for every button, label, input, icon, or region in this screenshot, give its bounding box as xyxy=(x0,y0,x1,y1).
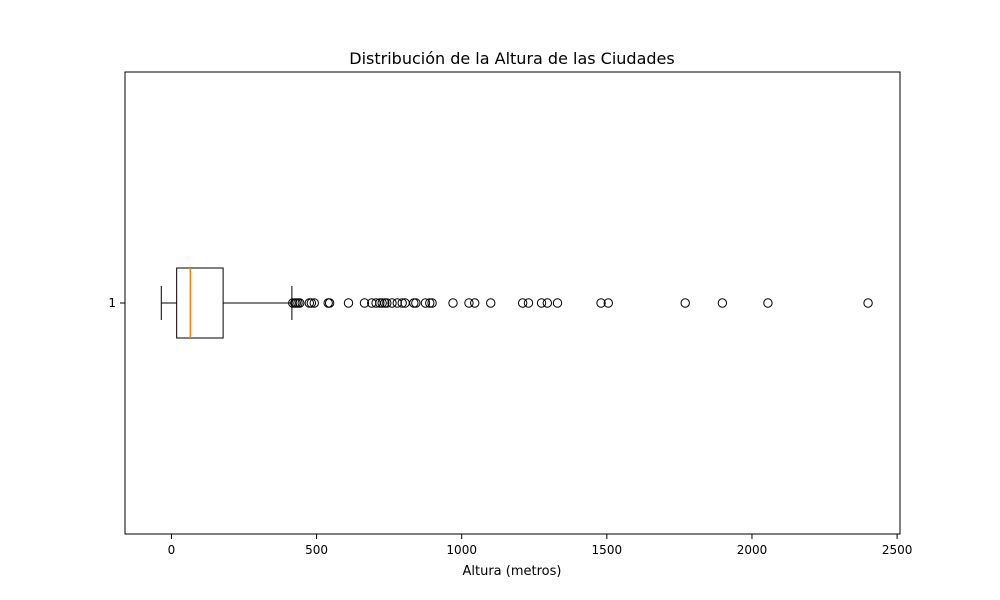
x-tick-label: 1500 xyxy=(592,543,623,557)
outlier-point xyxy=(596,298,606,308)
outlier-point xyxy=(392,298,402,308)
outlier-point xyxy=(420,298,431,308)
outlier-point xyxy=(464,298,474,308)
outlier-point xyxy=(295,298,305,308)
outlier-point xyxy=(304,298,315,308)
outliers xyxy=(288,298,873,308)
outlier-point xyxy=(448,298,458,308)
x-tick-label: 500 xyxy=(305,543,328,557)
outlier-point xyxy=(427,298,437,308)
outlier-point xyxy=(552,298,563,308)
outlier-point xyxy=(603,298,613,308)
outlier-point xyxy=(470,298,480,308)
x-tick-label: 1000 xyxy=(446,543,477,557)
outlier-point xyxy=(517,298,528,308)
outlier-point xyxy=(523,298,534,308)
x-tick-label: 0 xyxy=(168,543,176,557)
outlier-point xyxy=(343,298,354,308)
outlier-point xyxy=(717,298,728,308)
y-tick-label: 1 xyxy=(108,296,116,310)
outlier-point xyxy=(409,298,419,308)
outlier-point xyxy=(542,298,553,308)
outlier-point xyxy=(486,298,496,308)
outlier-point xyxy=(763,298,773,308)
x-tick-label: 2500 xyxy=(882,543,913,557)
outlier-point xyxy=(397,298,407,308)
chart-title: Distribución de la Altura de las Ciudade… xyxy=(349,49,674,68)
outlier-point xyxy=(375,298,385,308)
outlier-point xyxy=(324,298,335,308)
x-tick-label: 2000 xyxy=(737,543,768,557)
iqr-box xyxy=(176,267,224,339)
x-axis-label: Altura (metros) xyxy=(463,564,562,579)
outlier-point xyxy=(411,298,421,308)
outlier-point xyxy=(425,298,435,308)
outlier-point xyxy=(680,298,690,308)
outlier-point xyxy=(309,298,319,308)
x-axis: 0 500 1000 1500 2000 2500 xyxy=(168,534,913,557)
outlier-point xyxy=(382,298,392,308)
outlier-point xyxy=(863,298,873,308)
outlier-point xyxy=(536,298,547,308)
outlier-point xyxy=(377,298,387,308)
box-series xyxy=(160,267,293,339)
outlier-point xyxy=(306,298,317,308)
y-axis: 1 xyxy=(108,296,125,310)
outlier-point xyxy=(387,298,397,308)
outlier-point xyxy=(359,298,370,308)
